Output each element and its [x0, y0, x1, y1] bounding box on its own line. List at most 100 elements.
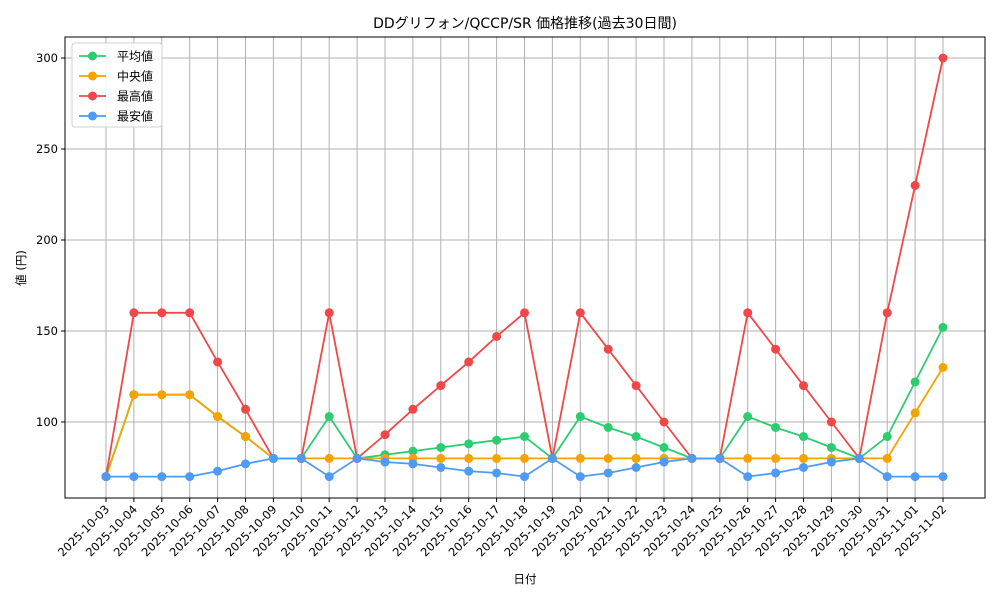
data-point: [799, 453, 808, 463]
data-point: [743, 412, 753, 422]
data-point: [882, 308, 892, 318]
data-point: [185, 472, 195, 482]
data-point: [743, 453, 753, 463]
data-point: [799, 463, 808, 472]
legend-box: [71, 42, 163, 128]
legend-item: 平均値: [79, 49, 153, 64]
data-point: [464, 453, 474, 463]
data-point: [520, 472, 529, 482]
data-point: [324, 412, 334, 422]
data-point: [241, 404, 250, 414]
data-point: [826, 457, 836, 467]
data-point: [492, 331, 502, 341]
data-point: [241, 459, 250, 469]
y-axis-ticks: 100 150 200 250 300: [36, 51, 65, 429]
data-point: [631, 432, 641, 442]
data-point: [324, 453, 334, 463]
data-point: [408, 404, 418, 414]
data-point: [185, 390, 195, 400]
series-lines: [101, 53, 948, 482]
data-point: [380, 457, 390, 467]
legend-marker-icon: [88, 51, 97, 61]
data-point: [324, 308, 334, 318]
data-point: [268, 453, 278, 463]
legend-label: 最安値: [117, 109, 153, 124]
data-point: [436, 381, 446, 391]
y-tick-label: 150: [36, 324, 58, 338]
y-axis-label: 値 (円): [14, 250, 28, 286]
data-point: [547, 453, 557, 463]
data-point: [771, 453, 781, 463]
legend-item: 最高値: [79, 89, 153, 104]
data-point: [575, 412, 585, 422]
data-point: [101, 472, 111, 482]
legend-label: 中央値: [117, 69, 153, 84]
data-point: [603, 453, 613, 463]
data-point: [157, 472, 167, 482]
data-point: [352, 453, 362, 463]
x-axis-ticks: 2025-10-032025-10-042025-10-052025-10-06…: [55, 498, 949, 559]
chart-title: DDグリフォン/QCCP/SR 価格推移(過去30日間): [373, 16, 677, 32]
data-point: [771, 344, 781, 354]
data-point: [882, 472, 892, 482]
y-tick-label: 300: [36, 51, 58, 65]
data-point: [157, 308, 167, 318]
data-point: [241, 432, 250, 442]
data-point: [910, 408, 920, 418]
data-point: [575, 453, 585, 463]
y-tick-label: 200: [36, 233, 58, 247]
data-point: [129, 472, 139, 482]
data-point: [185, 308, 195, 318]
data-point: [771, 468, 781, 478]
data-point: [631, 453, 641, 463]
data-point: [799, 381, 808, 391]
data-point: [603, 468, 613, 478]
data-point: [157, 390, 167, 400]
data-point: [631, 381, 641, 391]
data-point: [408, 446, 418, 456]
data-point: [213, 466, 223, 476]
data-point: [520, 453, 529, 463]
grid-lines: [65, 37, 985, 498]
data-point: [380, 430, 390, 440]
legend-item: 中央値: [79, 69, 153, 84]
data-point: [938, 472, 948, 482]
data-point: [687, 453, 697, 463]
data-point: [520, 432, 529, 442]
data-point: [436, 453, 446, 463]
data-point: [659, 457, 669, 467]
data-point: [575, 472, 585, 482]
data-point: [129, 308, 139, 318]
data-point: [464, 357, 474, 367]
data-point: [464, 466, 474, 476]
legend-marker-icon: [88, 111, 97, 121]
data-point: [492, 453, 502, 463]
data-point: [408, 459, 418, 469]
data-point: [659, 417, 669, 427]
data-point: [464, 439, 474, 449]
data-point: [436, 442, 446, 452]
data-point: [938, 362, 948, 372]
data-point: [826, 417, 836, 427]
data-point: [659, 442, 669, 452]
data-point: [213, 357, 223, 367]
data-point: [603, 422, 613, 432]
legend-item: 最安値: [79, 109, 153, 124]
legend-label: 最高値: [117, 89, 153, 104]
data-point: [575, 308, 585, 318]
y-tick-label: 250: [36, 142, 58, 156]
data-point: [743, 308, 753, 318]
y-tick-label: 100: [36, 415, 58, 429]
data-point: [603, 344, 613, 354]
data-point: [938, 53, 948, 63]
data-point: [492, 435, 502, 445]
legend-label: 平均値: [117, 49, 153, 64]
x-axis-label: 日付: [514, 572, 537, 586]
data-point: [910, 377, 920, 387]
series-3: [101, 453, 948, 482]
data-point: [492, 468, 502, 478]
data-point: [826, 442, 836, 452]
